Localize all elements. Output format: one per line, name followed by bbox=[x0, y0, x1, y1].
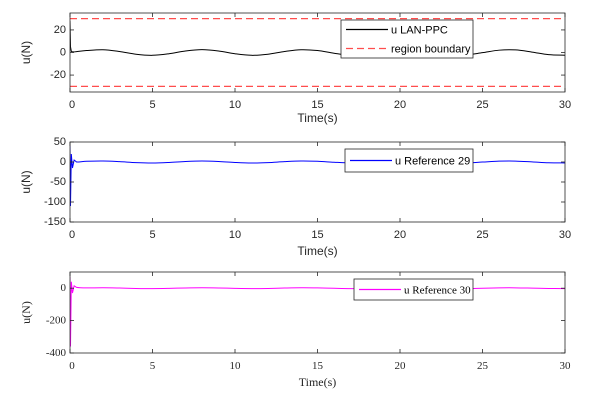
x-tick-label: 25 bbox=[477, 360, 489, 372]
legend-box bbox=[340, 19, 474, 59]
x-tick-label: 20 bbox=[394, 229, 406, 241]
series-line-u-reference-29 bbox=[70, 145, 565, 207]
series-line-u-reference-30 bbox=[70, 276, 565, 347]
y-tick-label: 0 bbox=[61, 282, 67, 294]
x-tick-label: 15 bbox=[311, 229, 323, 241]
y-tick-label: -150 bbox=[44, 216, 66, 228]
x-tick-label: 0 bbox=[69, 99, 75, 111]
legend-label: u Reference 30 bbox=[404, 285, 471, 297]
y-tick-label: -50 bbox=[50, 176, 66, 188]
legend-label: u LAN-PPC bbox=[391, 25, 448, 37]
y-tick-label: -20 bbox=[50, 69, 66, 81]
x-tick-label: 30 bbox=[560, 360, 572, 372]
y-tick-label: 0 bbox=[60, 47, 66, 59]
x-tick-label: 20 bbox=[395, 360, 407, 372]
axes-box bbox=[69, 141, 566, 223]
y-axis-label: u(N) bbox=[19, 170, 33, 193]
x-tick-label: 10 bbox=[229, 99, 241, 111]
x-tick-label: 25 bbox=[476, 229, 488, 241]
x-tick-label: 20 bbox=[394, 99, 406, 111]
y-tick-label: 20 bbox=[54, 24, 66, 36]
y-tick-label: -400 bbox=[46, 347, 67, 359]
y-tick-label: 50 bbox=[54, 136, 66, 148]
y-axis-label: u(N) bbox=[19, 41, 33, 64]
x-axis-label: Time(s) bbox=[297, 111, 337, 125]
x-tick-label: 0 bbox=[69, 229, 75, 241]
y-axis-label: u(N) bbox=[19, 301, 33, 324]
legend: u LAN-PPC region boundary bbox=[340, 19, 474, 59]
legend-label: u Reference 29 bbox=[395, 156, 470, 168]
x-tick-label: 10 bbox=[229, 229, 241, 241]
x-tick-label: 5 bbox=[150, 360, 156, 372]
subplot-2: 0 5 10 15 20 25 30 -150 -100 -50 0 50 Time(s) u(N) u R… bbox=[19, 136, 571, 258]
legend-box bbox=[344, 148, 474, 173]
axes-box bbox=[69, 271, 566, 354]
legend: u Reference 30 bbox=[353, 278, 474, 301]
x-tick-label: 15 bbox=[311, 99, 323, 111]
axes-box bbox=[69, 12, 566, 93]
y-tick-label: -200 bbox=[46, 315, 67, 327]
x-tick-label: 5 bbox=[149, 229, 155, 241]
x-tick-label: 30 bbox=[559, 229, 571, 241]
legend-box bbox=[353, 278, 474, 301]
x-tick-label: 15 bbox=[312, 360, 324, 372]
subplot-1: 0 5 10 15 20 25 30 -20 0 20 Time(s) u(N) u LAN-PPC re… bbox=[19, 12, 571, 125]
x-tick-label: 30 bbox=[559, 99, 571, 111]
series-line-u-lan-ppc bbox=[70, 20, 565, 56]
y-tick-label: 0 bbox=[60, 156, 66, 168]
y-tick-label: -100 bbox=[44, 196, 66, 208]
legend: u Reference 29 bbox=[344, 148, 474, 173]
x-tick-label: 25 bbox=[476, 99, 488, 111]
legend-label: region boundary bbox=[391, 44, 471, 56]
x-tick-label: 10 bbox=[230, 360, 242, 372]
x-axis-label: Time(s) bbox=[299, 375, 337, 389]
x-tick-label: 5 bbox=[149, 99, 155, 111]
x-axis-label: Time(s) bbox=[297, 244, 337, 258]
subplot-3: 0 5 10 15 20 25 30 -400 -200 0 Time(s) u(N) u Refere… bbox=[19, 271, 572, 389]
x-tick-label: 0 bbox=[69, 360, 75, 372]
